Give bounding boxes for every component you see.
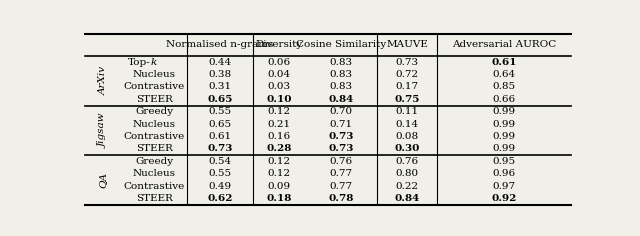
Text: 0.99: 0.99 [493,107,516,116]
Text: 0.71: 0.71 [330,120,353,129]
Text: 0.75: 0.75 [394,95,420,104]
Text: 0.99: 0.99 [493,132,516,141]
Text: Diversity: Diversity [256,40,303,49]
Text: 0.73: 0.73 [396,58,419,67]
Text: STEER: STEER [136,144,173,153]
Text: 0.61: 0.61 [492,58,517,67]
Text: 0.12: 0.12 [268,169,291,178]
Text: 0.08: 0.08 [396,132,419,141]
Text: Nucleus: Nucleus [132,70,176,79]
Text: 0.84: 0.84 [394,194,420,203]
Text: 0.85: 0.85 [493,82,516,91]
Text: Nucleus: Nucleus [132,120,176,129]
Text: 0.18: 0.18 [267,194,292,203]
Text: Cosine Similarity: Cosine Similarity [296,40,387,49]
Text: Jigsaw: Jigsaw [99,113,108,148]
Text: 0.55: 0.55 [208,169,232,178]
Text: Greedy: Greedy [135,107,173,116]
Text: 0.14: 0.14 [396,120,419,129]
Text: 0.44: 0.44 [208,58,232,67]
Text: 0.96: 0.96 [493,169,516,178]
Text: 0.61: 0.61 [208,132,232,141]
Text: 0.28: 0.28 [267,144,292,153]
Text: 0.72: 0.72 [396,70,419,79]
Text: 0.12: 0.12 [268,157,291,166]
Text: MAUVE: MAUVE [386,40,428,49]
Text: 0.16: 0.16 [268,132,291,141]
Text: 0.12: 0.12 [268,107,291,116]
Text: 0.03: 0.03 [268,82,291,91]
Text: 0.80: 0.80 [396,169,419,178]
Text: ArXiv: ArXiv [99,66,108,95]
Text: Top-: Top- [127,58,150,67]
Text: 0.06: 0.06 [268,58,291,67]
Text: 0.04: 0.04 [268,70,291,79]
Text: Contrastive: Contrastive [124,82,185,91]
Text: Adversarial AUROC: Adversarial AUROC [452,40,556,49]
Text: 0.99: 0.99 [493,144,516,153]
Text: 0.92: 0.92 [492,194,517,203]
Text: 0.55: 0.55 [208,107,232,116]
Text: 0.83: 0.83 [330,82,353,91]
Text: Contrastive: Contrastive [124,132,185,141]
Text: STEER: STEER [136,95,173,104]
Text: 0.97: 0.97 [493,181,516,190]
Text: 0.54: 0.54 [208,157,232,166]
Text: 0.64: 0.64 [493,70,516,79]
Text: 0.22: 0.22 [396,181,419,190]
Text: Normalised n-grams: Normalised n-grams [166,40,273,49]
Text: 0.76: 0.76 [396,157,419,166]
Text: 0.21: 0.21 [268,120,291,129]
Text: k: k [151,58,157,67]
Text: Nucleus: Nucleus [132,169,176,178]
Text: 0.09: 0.09 [268,181,291,190]
Text: 0.77: 0.77 [330,169,353,178]
Text: 0.31: 0.31 [208,82,232,91]
Text: 0.62: 0.62 [207,194,232,203]
Text: 0.83: 0.83 [330,58,353,67]
Text: 0.38: 0.38 [208,70,232,79]
Text: 0.11: 0.11 [396,107,419,116]
Text: 0.65: 0.65 [207,95,232,104]
Text: 0.30: 0.30 [394,144,420,153]
Text: 0.77: 0.77 [330,181,353,190]
Text: Greedy: Greedy [135,157,173,166]
Text: 0.73: 0.73 [207,144,232,153]
Text: 0.95: 0.95 [493,157,516,166]
Text: 0.99: 0.99 [493,120,516,129]
Text: 0.10: 0.10 [267,95,292,104]
Text: 0.49: 0.49 [208,181,232,190]
Text: 0.84: 0.84 [329,95,354,104]
Text: 0.73: 0.73 [329,144,354,153]
Text: 0.65: 0.65 [208,120,232,129]
Text: 0.83: 0.83 [330,70,353,79]
Text: STEER: STEER [136,194,173,203]
Text: 0.70: 0.70 [330,107,353,116]
Text: 0.73: 0.73 [329,132,354,141]
Text: Contrastive: Contrastive [124,181,185,190]
Text: 0.17: 0.17 [396,82,419,91]
Text: 0.76: 0.76 [330,157,353,166]
Text: QA: QA [99,172,108,188]
Text: 0.66: 0.66 [493,95,516,104]
Text: 0.78: 0.78 [329,194,354,203]
